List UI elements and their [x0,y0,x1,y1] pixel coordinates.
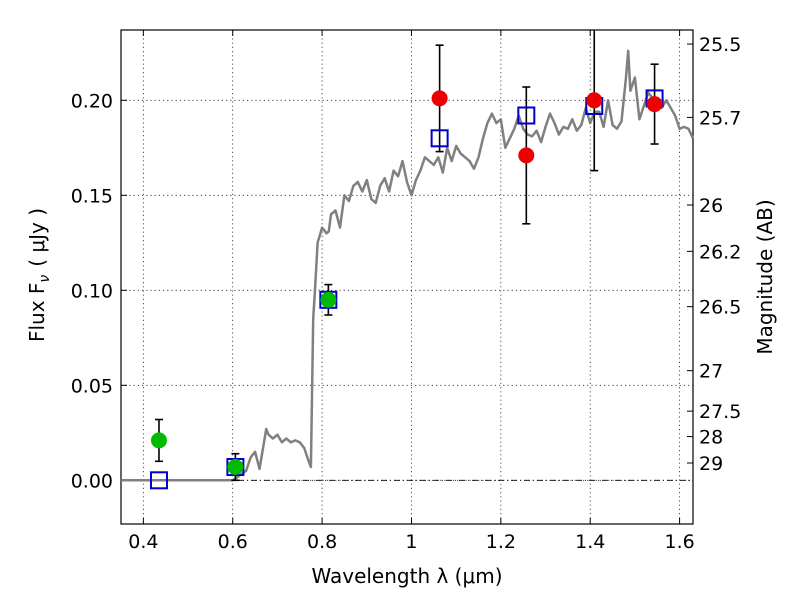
y2-tick-label: 26.5 [699,297,741,319]
model-photometry-square [430,129,449,148]
model-spectrum-line [121,49,695,482]
observed-point-green [150,432,167,449]
y2-tick-label: 28 [699,427,723,449]
x-tick-label: 1.6 [664,531,694,553]
observed-point-green [320,291,337,308]
x-axis-label: Wavelength λ (μm) [311,564,502,588]
observed-point-red [431,90,448,107]
model-photometry-square [149,471,168,490]
x-tick-label: 1.4 [575,531,605,553]
y-tick-label: 0.00 [71,470,113,492]
y-axis-label-subscript: ν [37,275,53,283]
y2-tick-label: 26.2 [699,241,741,263]
y2-tick-label: 26 [699,195,723,217]
y2-tick-label: 25.5 [699,34,741,56]
y2-tick-label: 25.7 [699,107,741,129]
y-tick-label: 0.20 [71,90,113,112]
x-tick-label: 1 [405,531,417,553]
y-axis-label-main: Flux F [25,283,49,342]
y-axis-label-unit: ( μJy ) [25,208,49,267]
y-axis-label: Flux Fν ( μJy ) [25,208,53,342]
x-tick-label: 0.4 [128,531,158,553]
x-tick-label: 1.2 [486,531,516,553]
axis-ticks: 0.4 0.6 0.8 1 1.2 1.4 1.6 0.00 0.05 0.10 0.15 0.20 2… [71,30,741,553]
observed-point-red [518,147,535,164]
observed-point-red [646,96,663,113]
y-tick-label: 0.15 [71,185,113,207]
y2-tick-label: 27.5 [699,401,741,423]
y2-axis-label: Magnitude (AB) [753,199,777,354]
x-tick-label: 0.6 [218,531,248,553]
y2-tick-label: 27 [699,361,723,383]
y-tick-label: 0.10 [71,280,113,302]
observed-point-red [586,92,603,109]
plot-frame [120,29,694,525]
observed-point-green [227,459,244,475]
y2-tick-label: 29 [699,453,723,475]
x-tick-label: 0.8 [307,531,337,553]
y-tick-label: 0.05 [71,375,113,397]
model-photometry-square [517,106,536,125]
data-layer [121,30,695,490]
